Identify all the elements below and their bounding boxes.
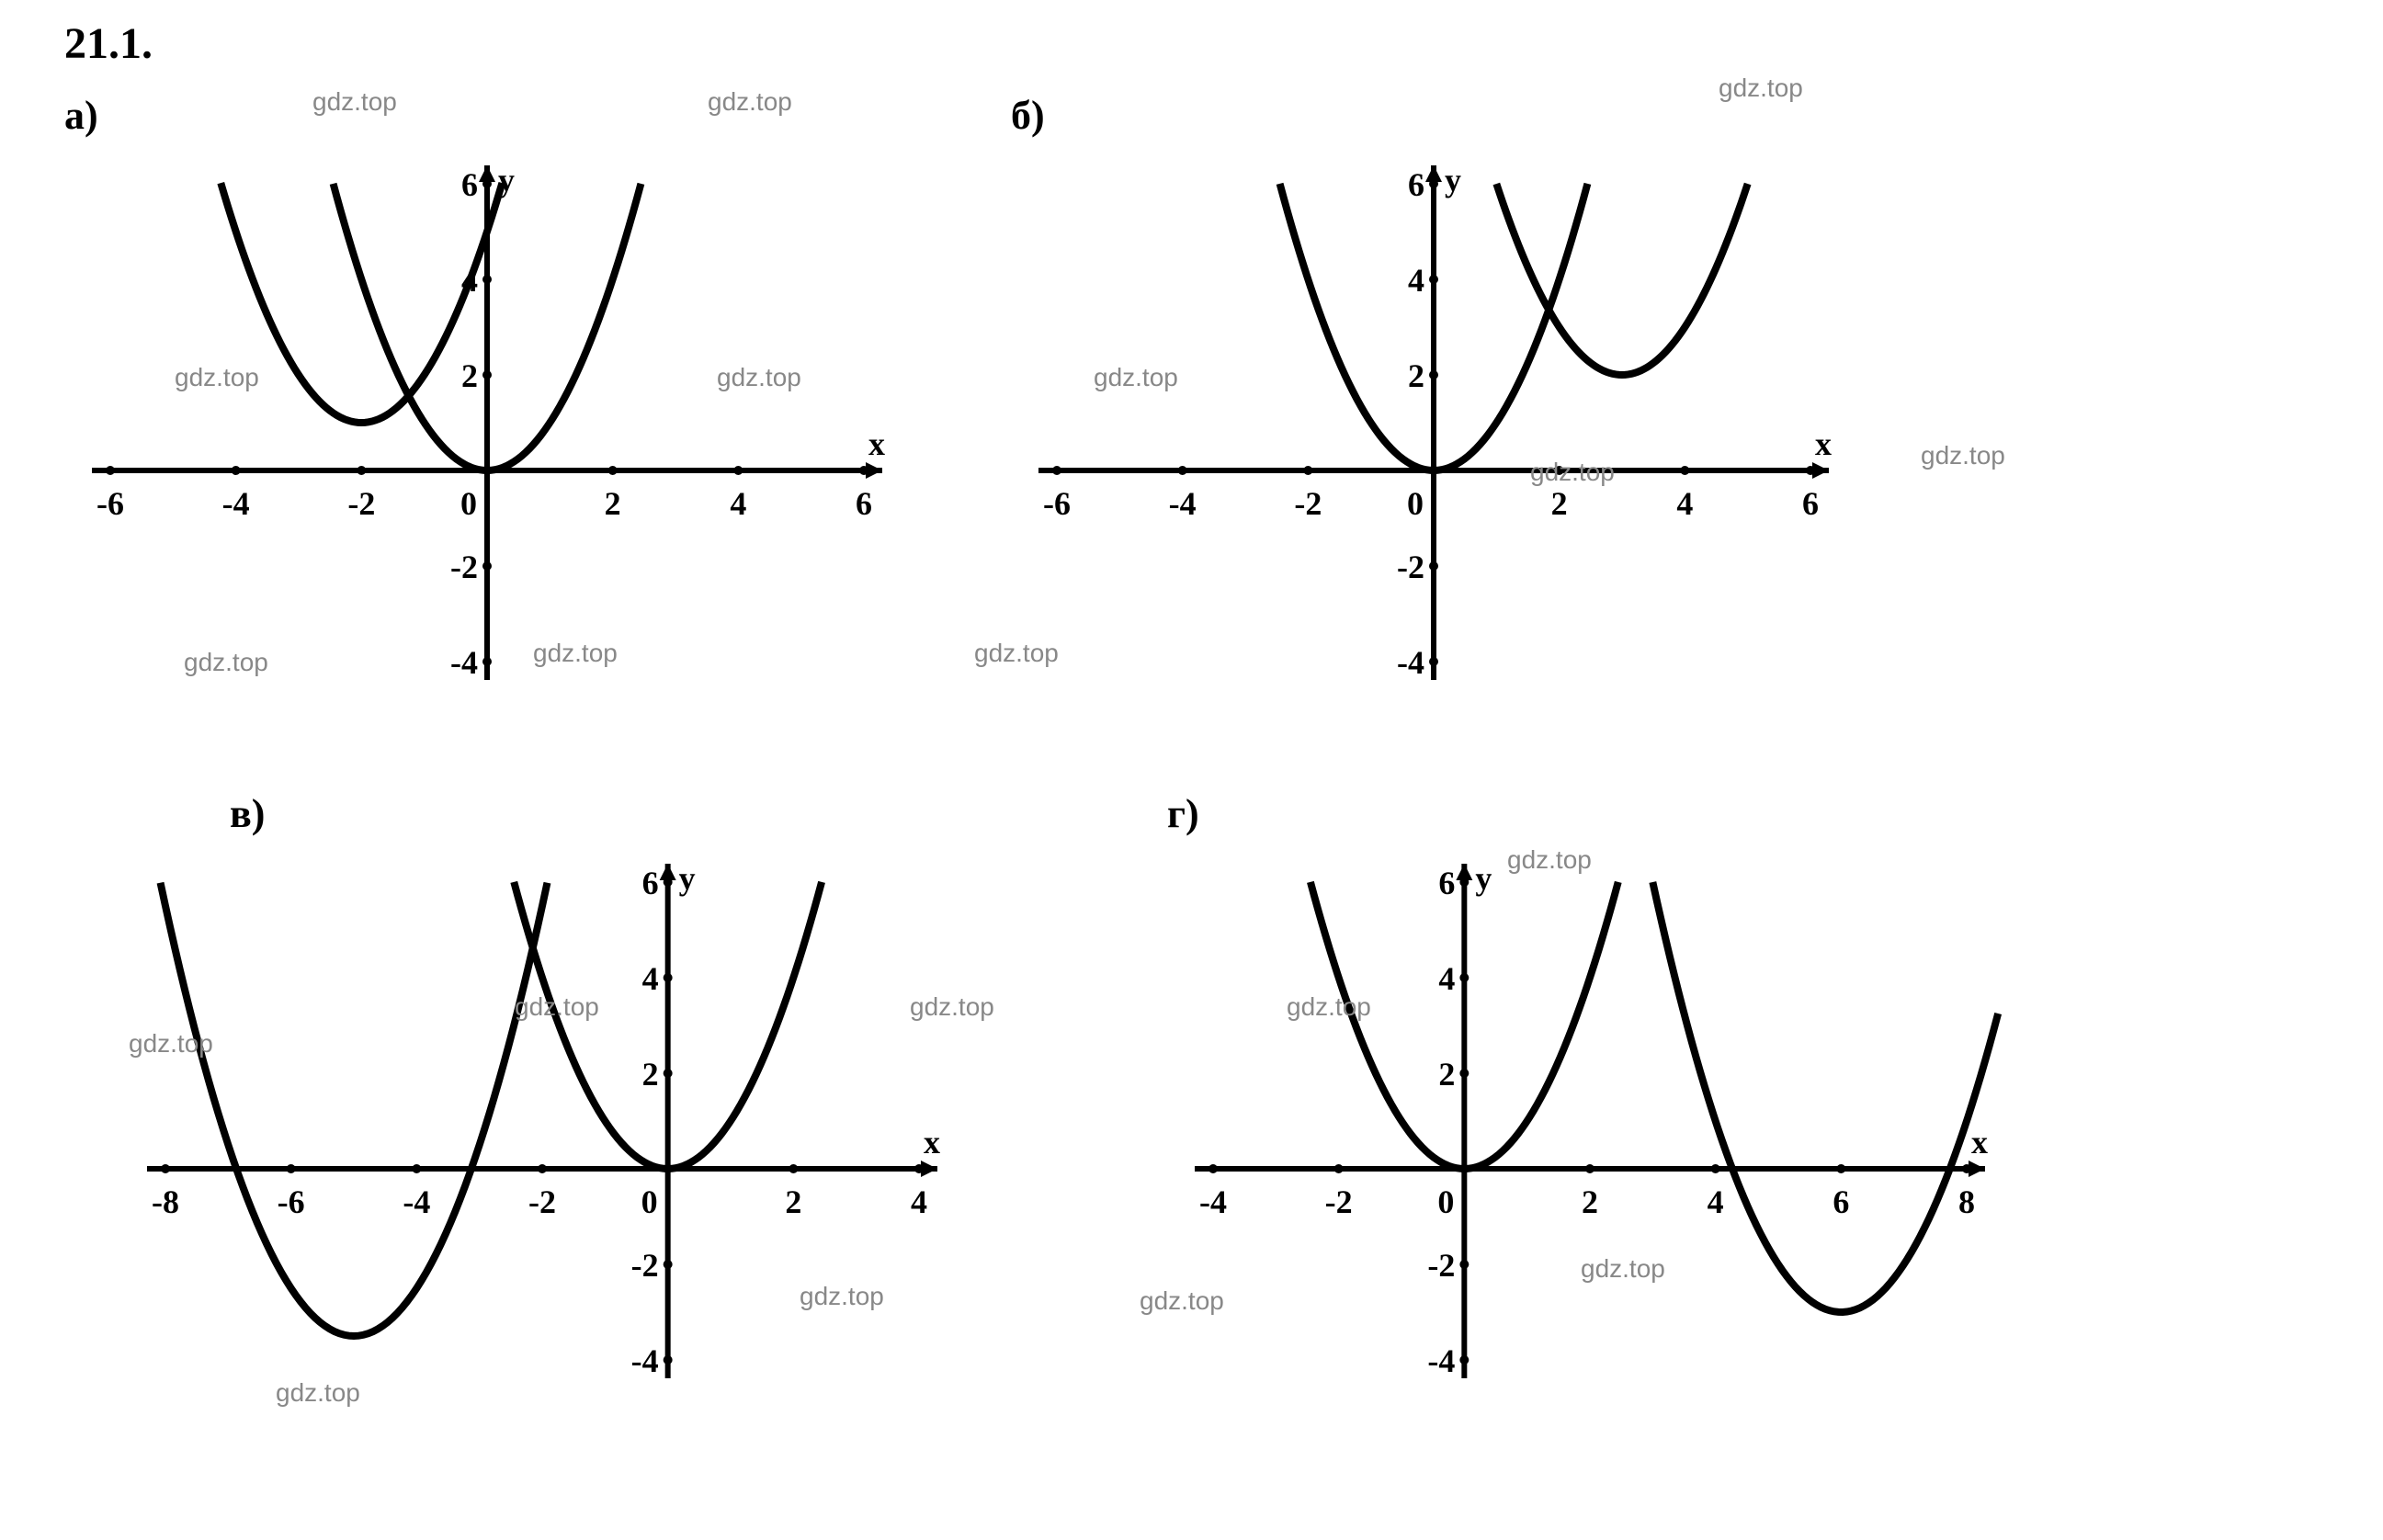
x-tick-label: -4: [1190, 1183, 1236, 1221]
y-tick-label: -4: [432, 643, 478, 682]
x-tick-label: 2: [1537, 484, 1583, 523]
watermark: gdz.top: [800, 1282, 884, 1311]
x-axis-label: x: [868, 425, 885, 463]
x-tick-label: 2: [770, 1183, 816, 1221]
subproblem-label-b: б): [1011, 92, 1045, 139]
x-tick-label: 4: [715, 484, 761, 523]
watermark: gdz.top: [1581, 1254, 1665, 1284]
watermark: gdz.top: [175, 363, 259, 392]
chart-v: -8 -6 -4 -2 2 4 -4 -2 2 4 6 0 x y: [129, 845, 956, 1397]
x-tick-label: 4: [896, 1183, 942, 1221]
y-tick-label: 2: [1379, 357, 1424, 395]
y-tick-label: -4: [613, 1342, 659, 1380]
y-axis-label: y: [679, 859, 696, 898]
x-tick-label: -6: [87, 484, 133, 523]
x-tick-label: 6: [1818, 1183, 1864, 1221]
watermark: gdz.top: [1094, 363, 1178, 392]
origin-label: 0: [1432, 1183, 1459, 1221]
x-tick-label: -4: [393, 1183, 439, 1221]
y-tick-label: 4: [432, 261, 478, 300]
watermark: gdz.top: [515, 992, 599, 1022]
chart-svg-g: [1176, 845, 2003, 1397]
x-tick-label: 4: [1662, 484, 1708, 523]
x-tick-label: -4: [1160, 484, 1206, 523]
chart-a: -6 -4 -2 2 4 6 -4 -2 2 4 6 0 x y: [74, 147, 901, 698]
watermark: gdz.top: [1140, 1286, 1224, 1316]
x-tick-label: 6: [1787, 484, 1833, 523]
x-tick-label: -6: [268, 1183, 314, 1221]
y-tick-label: 2: [432, 357, 478, 395]
y-tick-label: 4: [1379, 261, 1424, 300]
x-tick-label: -2: [1285, 484, 1331, 523]
x-axis-label: x: [1815, 425, 1832, 463]
subproblem-label-g: г): [1167, 790, 1199, 837]
watermark: gdz.top: [1921, 441, 2005, 470]
problem-number: 21.1.: [64, 18, 153, 69]
y-tick-label: -4: [1409, 1342, 1455, 1380]
x-tick-label: -4: [213, 484, 259, 523]
y-tick-label: 6: [613, 864, 659, 902]
watermark: gdz.top: [1530, 458, 1615, 487]
y-tick-label: 2: [1409, 1055, 1455, 1093]
chart-b: -6 -4 -2 2 4 6 -4 -2 2 4 6 0 x y: [1020, 147, 1847, 698]
y-axis-label: y: [498, 161, 515, 199]
x-tick-label: 2: [1567, 1183, 1613, 1221]
y-tick-label: 6: [1379, 165, 1424, 204]
x-tick-label: -2: [338, 484, 384, 523]
watermark: gdz.top: [184, 648, 268, 677]
y-tick-label: 4: [613, 959, 659, 998]
chart-svg-v: [129, 845, 956, 1397]
watermark: gdz.top: [1719, 74, 1803, 103]
parabola-curve: [1652, 882, 1998, 1312]
watermark: gdz.top: [910, 992, 994, 1022]
x-tick-label: 4: [1693, 1183, 1739, 1221]
watermark: gdz.top: [533, 639, 618, 668]
chart-g: -4 -2 2 4 6 8 -4 -2 2 4 6 0 x y: [1176, 845, 2003, 1397]
watermark: gdz.top: [974, 639, 1059, 668]
watermark: gdz.top: [276, 1378, 360, 1408]
watermark: gdz.top: [708, 87, 792, 117]
x-tick-label: -2: [519, 1183, 565, 1221]
y-axis-label: y: [1475, 859, 1492, 898]
chart-svg-a: [74, 147, 901, 698]
y-tick-label: -4: [1379, 643, 1424, 682]
x-axis-label: x: [1971, 1123, 1988, 1161]
y-tick-label: -2: [432, 548, 478, 586]
watermark: gdz.top: [312, 87, 397, 117]
origin-label: 0: [1401, 484, 1429, 523]
origin-label: 0: [455, 484, 482, 523]
y-tick-label: 6: [432, 165, 478, 204]
x-tick-label: 8: [1944, 1183, 1990, 1221]
x-tick-label: 6: [841, 484, 887, 523]
parabola-curve: [161, 883, 548, 1336]
y-tick-label: -2: [1409, 1246, 1455, 1285]
y-tick-label: 4: [1409, 959, 1455, 998]
y-tick-label: -2: [613, 1246, 659, 1285]
chart-svg-b: [1020, 147, 1847, 698]
y-tick-label: 2: [613, 1055, 659, 1093]
watermark: gdz.top: [1287, 992, 1371, 1022]
y-tick-label: 6: [1409, 864, 1455, 902]
watermark: gdz.top: [1507, 845, 1592, 875]
subproblem-label-v: в): [230, 790, 265, 837]
y-axis-label: y: [1445, 161, 1461, 199]
y-tick-label: -2: [1379, 548, 1424, 586]
subproblem-label-a: а): [64, 92, 98, 139]
x-axis-label: x: [924, 1123, 940, 1161]
x-tick-label: -6: [1034, 484, 1080, 523]
x-tick-label: 2: [590, 484, 636, 523]
x-tick-label: -8: [142, 1183, 188, 1221]
watermark: gdz.top: [129, 1029, 213, 1059]
x-tick-label: -2: [1316, 1183, 1362, 1221]
origin-label: 0: [636, 1183, 664, 1221]
watermark: gdz.top: [717, 363, 801, 392]
